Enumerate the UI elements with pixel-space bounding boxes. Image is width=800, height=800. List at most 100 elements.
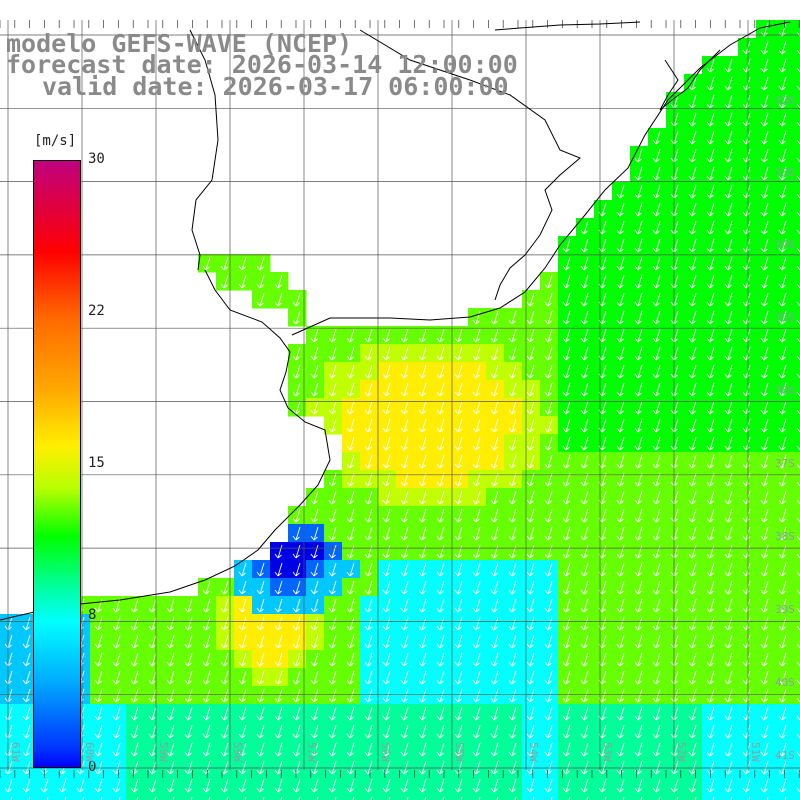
wind-cell: [288, 740, 307, 759]
wind-cell: [576, 470, 595, 489]
wind-arrow: [760, 436, 769, 451]
wind-arrow: [598, 202, 607, 217]
wind-cell: [378, 362, 397, 381]
wind-cell: [306, 380, 325, 399]
wind-arrow: [634, 472, 643, 487]
wind-arrow: [784, 796, 787, 800]
wind-arrow: [364, 328, 373, 343]
wind-arrow: [778, 400, 787, 415]
wind-cell: [792, 254, 800, 273]
wind-cell: [612, 686, 631, 705]
wind-arrow: [652, 742, 661, 757]
wind-cell: [792, 686, 800, 705]
colorbar-unit: [m/s]: [34, 133, 77, 149]
wind-arrow: [562, 706, 571, 721]
wind-arrow: [760, 526, 769, 541]
wind-cell: [558, 506, 577, 525]
wind-arrow: [436, 778, 445, 793]
wind-arrow: [580, 508, 589, 523]
wind-cell: [414, 416, 433, 435]
wind-cell: [774, 218, 793, 237]
wind-arrow: [634, 598, 643, 613]
wind-arrow: [604, 796, 607, 800]
wind-arrow: [760, 40, 769, 55]
wind-cell: [234, 578, 253, 597]
wind-arrow: [724, 382, 733, 397]
wind-cell: [666, 146, 685, 165]
wind-cell: [450, 632, 469, 651]
wind-arrow: [256, 742, 265, 757]
wind-cell: [702, 650, 721, 669]
wind-cell: [720, 650, 739, 669]
wind-cell: [792, 344, 800, 363]
wind-cell: [684, 740, 703, 759]
wind-cell: [450, 704, 469, 723]
wind-arrow: [652, 562, 661, 577]
wind-arrow: [472, 724, 481, 739]
wind-cell: [738, 362, 757, 381]
wind-cell: [684, 722, 703, 741]
wind-arrow: [166, 724, 175, 739]
wind-cell: [396, 668, 415, 687]
wind-arrow: [274, 544, 283, 559]
wind-cell: [594, 200, 613, 219]
wind-arrow: [256, 598, 265, 613]
wind-cell: [756, 380, 775, 399]
wind-arrow: [526, 688, 535, 703]
wind-cell: [198, 686, 217, 705]
wind-arrow: [706, 130, 715, 145]
wind-arrow: [724, 598, 733, 613]
wind-cell: [540, 722, 559, 741]
wind-cell: [360, 686, 379, 705]
wind-cell: [522, 668, 541, 687]
wind-cell: [558, 614, 577, 633]
wind-cell: [90, 740, 109, 759]
wind-arrow: [508, 634, 517, 649]
wind-cell: [720, 524, 739, 543]
wind-arrow: [688, 328, 697, 343]
lat-label: 41S: [775, 749, 795, 762]
wind-arrow: [526, 328, 535, 343]
wind-cell: [576, 614, 595, 633]
wind-arrow: [328, 418, 337, 433]
wind-arrow: [544, 706, 553, 721]
wind-cell: [612, 380, 631, 399]
wind-arrow: [22, 634, 31, 649]
wind-arrow: [490, 724, 499, 739]
wind-arrow: [670, 202, 679, 217]
wind-cell: [558, 416, 577, 435]
wind-cell: [576, 344, 595, 363]
wind-cell: [468, 344, 487, 363]
wind-arrow: [184, 760, 193, 775]
wind-cell: [756, 146, 775, 165]
wind-arrow: [328, 580, 337, 595]
wind-cell: [756, 614, 775, 633]
wind-cell: [288, 794, 307, 800]
wind-cell: [540, 380, 559, 399]
wind-cell: [504, 308, 523, 327]
wind-arrow: [328, 526, 337, 541]
wind-cell: [288, 380, 307, 399]
wind-arrow: [292, 706, 301, 721]
wind-arrow: [634, 184, 643, 199]
wind-cell: [612, 218, 631, 237]
wind-arrow: [454, 364, 463, 379]
wind-arrow: [454, 490, 463, 505]
wind-arrow: [436, 724, 445, 739]
wind-cell: [720, 56, 739, 75]
wind-cell: [612, 704, 631, 723]
wind-cell: [414, 362, 433, 381]
wind-arrow: [706, 112, 715, 127]
wind-cell: [234, 596, 253, 615]
wind-arrow: [526, 616, 535, 631]
wind-cell: [666, 416, 685, 435]
wind-cell: [576, 668, 595, 687]
wind-arrow: [766, 796, 769, 800]
wind-cell: [738, 794, 757, 800]
wind-arrow: [724, 526, 733, 541]
wind-cell: [558, 632, 577, 651]
wind-cell: [684, 686, 703, 705]
wind-cell: [684, 398, 703, 417]
wind-cell: [216, 776, 235, 795]
wind-arrow: [634, 670, 643, 685]
